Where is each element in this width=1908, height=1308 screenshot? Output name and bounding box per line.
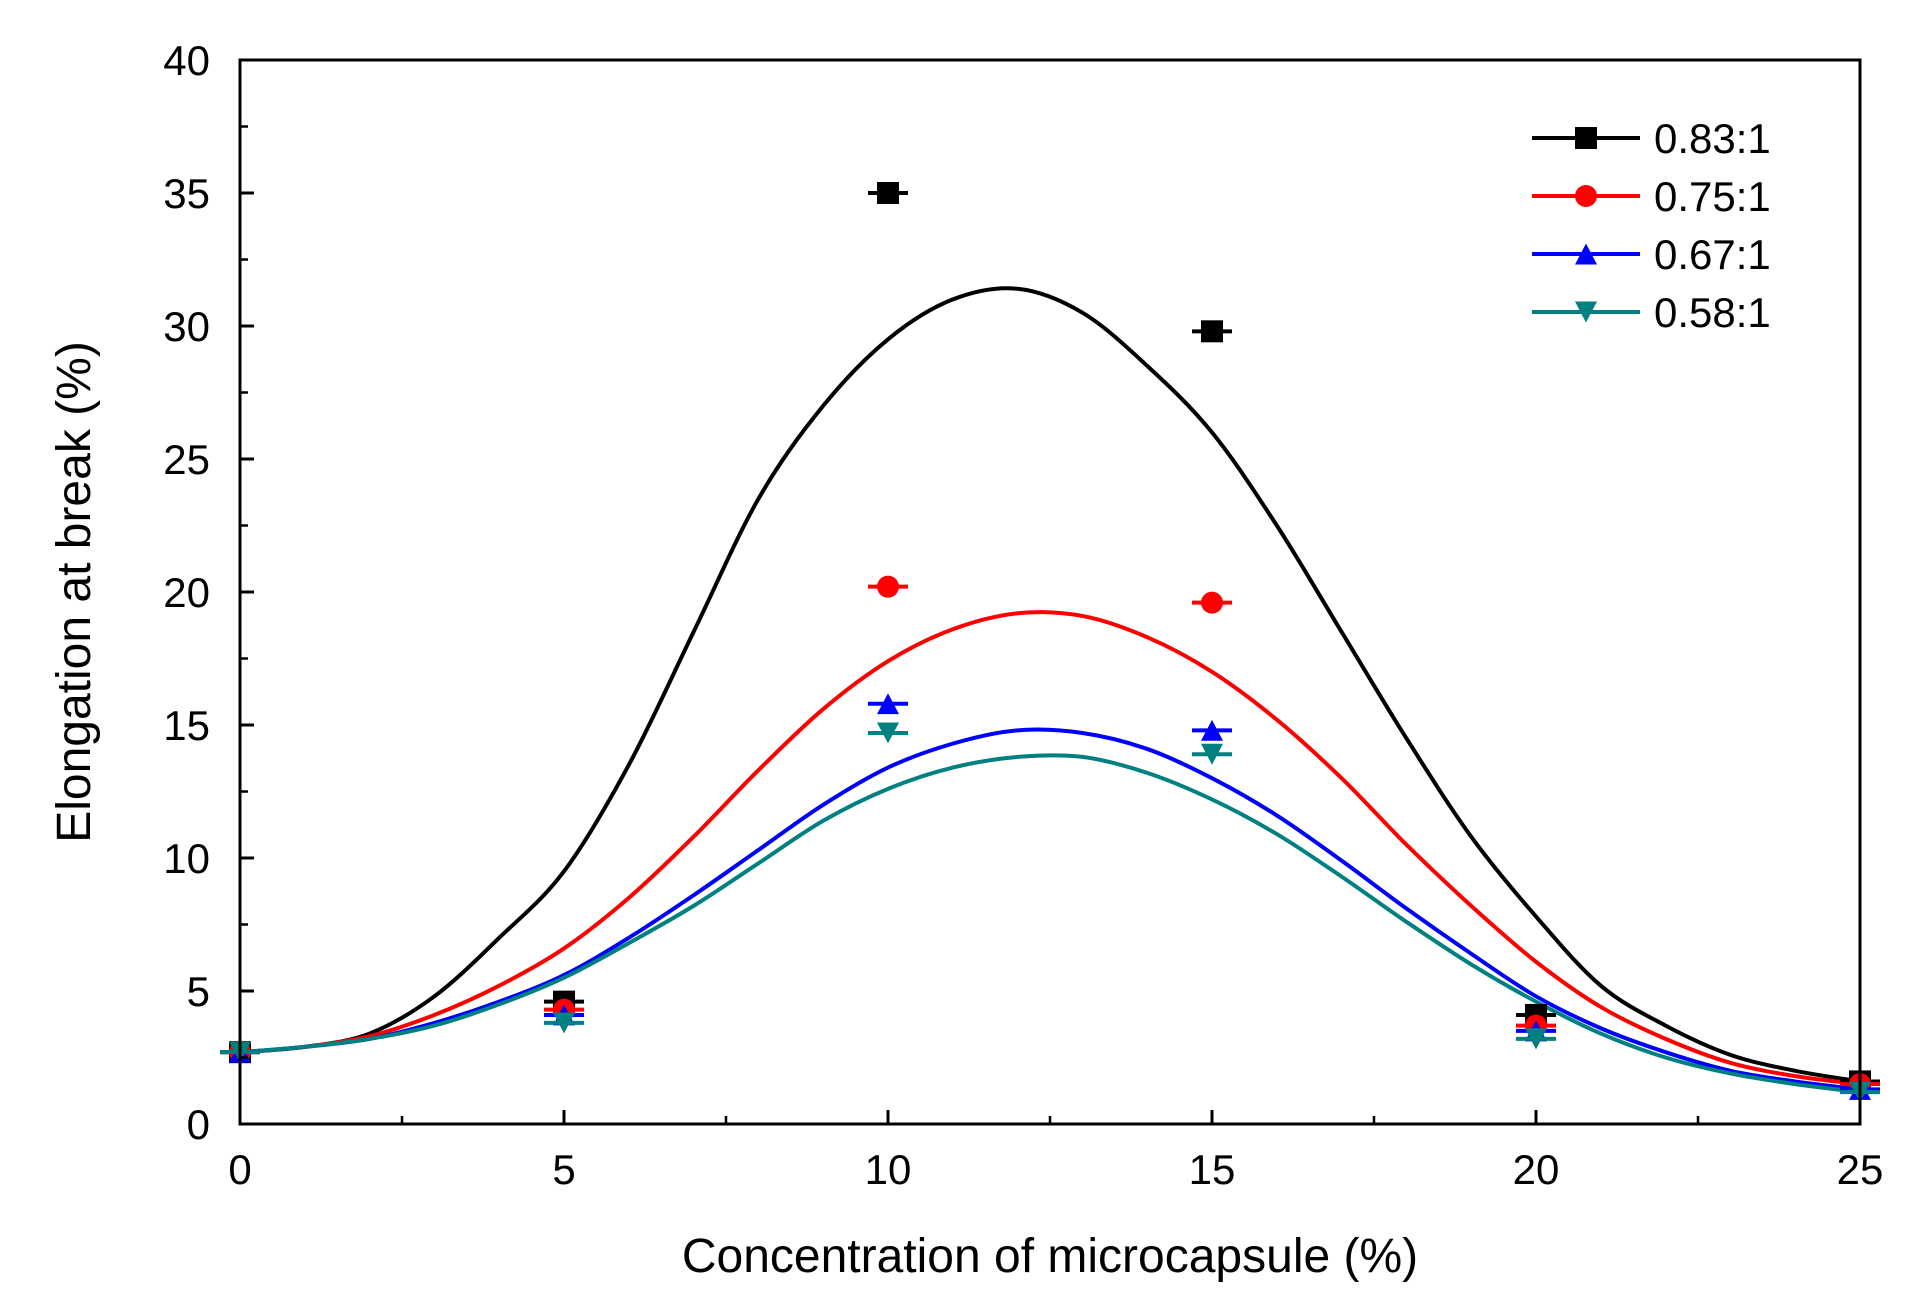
x-axis-title: Concentration of microcapsule (%) <box>682 1230 1418 1283</box>
legend-marker <box>1575 127 1597 149</box>
fit-curve-0.58:1 <box>239 753 1861 1095</box>
legend-label: 0.58:1 <box>1654 289 1771 336</box>
legend-marker <box>1575 301 1597 323</box>
y-tick-label: 0 <box>187 1101 210 1148</box>
data-point <box>877 575 899 598</box>
y-tick-label: 25 <box>163 436 210 483</box>
y-tick-label: 15 <box>163 702 210 749</box>
legend-label: 0.67:1 <box>1654 231 1771 278</box>
data-point <box>1201 719 1223 741</box>
y-tick-label: 20 <box>163 569 210 616</box>
data-point <box>877 722 899 744</box>
data-point <box>877 182 899 204</box>
y-tick-label: 30 <box>163 303 210 350</box>
x-tick-label: 15 <box>1189 1146 1236 1193</box>
data-point <box>553 1012 575 1034</box>
fit-curve-0.67:1 <box>239 727 1861 1092</box>
x-tick-label: 0 <box>228 1146 251 1193</box>
y-tick-label: 10 <box>163 835 210 882</box>
fit-curve-0.75:1 <box>239 610 1861 1087</box>
plot-frame <box>238 58 1862 1126</box>
fit-curves <box>239 286 1861 1095</box>
data-point <box>1201 743 1223 765</box>
y-axis-title: Elongation at break (%) <box>48 341 101 843</box>
data-point <box>877 693 899 715</box>
fit-curve-0.83:1 <box>239 286 1861 1084</box>
data-point <box>1201 591 1223 614</box>
y-tick-label: 40 <box>163 37 210 84</box>
x-tick-label: 5 <box>552 1146 575 1193</box>
data-point <box>1525 1028 1547 1050</box>
legend-marker <box>1575 185 1597 207</box>
x-tick-label: 20 <box>1513 1146 1560 1193</box>
y-tick-label: 5 <box>187 968 210 1015</box>
legend-label: 0.75:1 <box>1654 173 1771 220</box>
axes: 0 5 10 15 20 25 0 5 10 15 20 25 30 35 40 <box>163 37 1883 1193</box>
x-tick-label: 10 <box>865 1146 912 1193</box>
data-point <box>1201 320 1223 343</box>
x-tick-label: 25 <box>1837 1146 1884 1193</box>
legend: 0.83:1 0.75:1 0.67:1 0.58:1 <box>1532 115 1771 336</box>
y-tick-label: 35 <box>163 170 210 217</box>
legend-marker <box>1575 243 1597 265</box>
legend-label: 0.83:1 <box>1654 115 1771 162</box>
